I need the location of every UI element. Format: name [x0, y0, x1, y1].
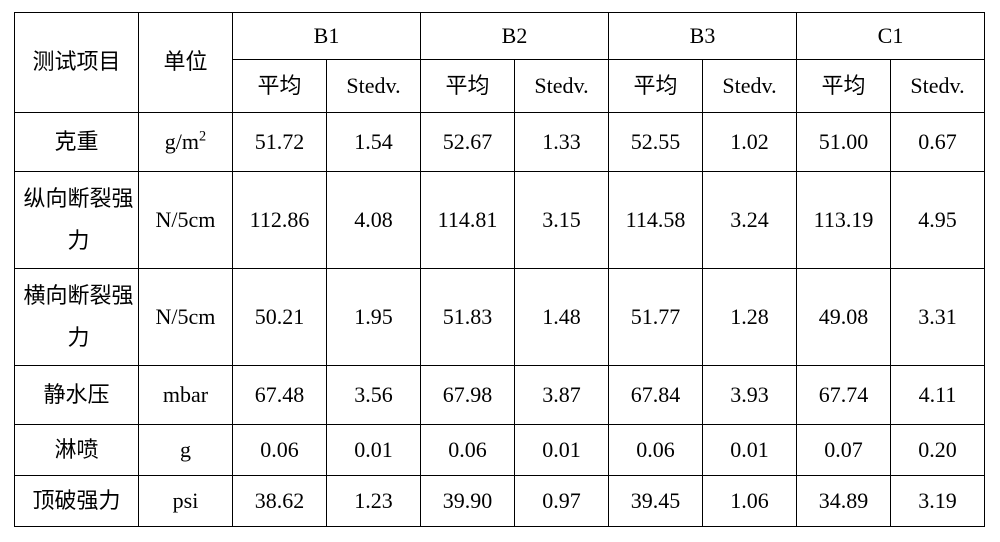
- header-sub-stedv: Stedv.: [327, 60, 421, 113]
- table-container: 测试项目 单位 B1 B2 B3 C1 平均 Stedv. 平均 Stedv. …: [0, 0, 1000, 539]
- cell-stedv: 1.48: [515, 269, 609, 366]
- header-group-b3: B3: [609, 13, 797, 60]
- cell-avg: 113.19: [797, 172, 891, 269]
- row-unit: N/5cm: [139, 172, 233, 269]
- cell-avg: 52.67: [421, 113, 515, 172]
- header-row-1: 测试项目 单位 B1 B2 B3 C1: [15, 13, 985, 60]
- row-unit: N/5cm: [139, 269, 233, 366]
- cell-stedv: 3.31: [891, 269, 985, 366]
- table-row: 静水压mbar67.483.5667.983.8767.843.9367.744…: [15, 366, 985, 425]
- row-label: 纵向断裂强力: [15, 172, 139, 269]
- cell-avg: 51.83: [421, 269, 515, 366]
- header-sub-stedv: Stedv.: [515, 60, 609, 113]
- row-label: 顶破强力: [15, 476, 139, 527]
- cell-stedv: 0.67: [891, 113, 985, 172]
- cell-avg: 39.45: [609, 476, 703, 527]
- cell-stedv: 0.01: [703, 425, 797, 476]
- table-body: 克重g/m251.721.5452.671.3352.551.0251.000.…: [15, 113, 985, 527]
- cell-avg: 51.00: [797, 113, 891, 172]
- cell-avg: 49.08: [797, 269, 891, 366]
- cell-stedv: 1.02: [703, 113, 797, 172]
- cell-stedv: 3.15: [515, 172, 609, 269]
- cell-stedv: 0.01: [515, 425, 609, 476]
- cell-avg: 0.06: [609, 425, 703, 476]
- cell-avg: 34.89: [797, 476, 891, 527]
- row-label: 克重: [15, 113, 139, 172]
- cell-avg: 67.84: [609, 366, 703, 425]
- row-label: 静水压: [15, 366, 139, 425]
- cell-stedv: 1.54: [327, 113, 421, 172]
- header-sub-stedv: Stedv.: [703, 60, 797, 113]
- cell-stedv: 3.56: [327, 366, 421, 425]
- header-sub-avg: 平均: [421, 60, 515, 113]
- cell-stedv: 1.33: [515, 113, 609, 172]
- cell-stedv: 4.95: [891, 172, 985, 269]
- cell-avg: 38.62: [233, 476, 327, 527]
- header-sub-avg: 平均: [609, 60, 703, 113]
- cell-stedv: 0.97: [515, 476, 609, 527]
- cell-stedv: 1.28: [703, 269, 797, 366]
- table-row: 顶破强力psi38.621.2339.900.9739.451.0634.893…: [15, 476, 985, 527]
- row-label: 淋喷: [15, 425, 139, 476]
- row-unit: psi: [139, 476, 233, 527]
- cell-stedv: 3.19: [891, 476, 985, 527]
- cell-avg: 0.06: [233, 425, 327, 476]
- row-unit: mbar: [139, 366, 233, 425]
- cell-stedv: 1.23: [327, 476, 421, 527]
- table-head: 测试项目 单位 B1 B2 B3 C1 平均 Stedv. 平均 Stedv. …: [15, 13, 985, 113]
- cell-avg: 51.72: [233, 113, 327, 172]
- data-table: 测试项目 单位 B1 B2 B3 C1 平均 Stedv. 平均 Stedv. …: [14, 12, 985, 527]
- cell-stedv: 3.87: [515, 366, 609, 425]
- cell-avg: 67.98: [421, 366, 515, 425]
- cell-stedv: 4.11: [891, 366, 985, 425]
- cell-stedv: 0.01: [327, 425, 421, 476]
- cell-stedv: 3.93: [703, 366, 797, 425]
- cell-avg: 52.55: [609, 113, 703, 172]
- cell-avg: 112.86: [233, 172, 327, 269]
- table-row: 克重g/m251.721.5452.671.3352.551.0251.000.…: [15, 113, 985, 172]
- cell-avg: 67.74: [797, 366, 891, 425]
- row-unit: g/m2: [139, 113, 233, 172]
- cell-stedv: 0.20: [891, 425, 985, 476]
- cell-avg: 0.06: [421, 425, 515, 476]
- cell-stedv: 4.08: [327, 172, 421, 269]
- header-sub-stedv: Stedv.: [891, 60, 985, 113]
- row-unit: g: [139, 425, 233, 476]
- cell-avg: 51.77: [609, 269, 703, 366]
- cell-avg: 50.21: [233, 269, 327, 366]
- header-group-c1: C1: [797, 13, 985, 60]
- cell-avg: 67.48: [233, 366, 327, 425]
- table-row: 横向断裂强力N/5cm50.211.9551.831.4851.771.2849…: [15, 269, 985, 366]
- cell-avg: 0.07: [797, 425, 891, 476]
- header-test-item: 测试项目: [15, 13, 139, 113]
- table-row: 纵向断裂强力N/5cm112.864.08114.813.15114.583.2…: [15, 172, 985, 269]
- cell-stedv: 1.06: [703, 476, 797, 527]
- header-sub-avg: 平均: [797, 60, 891, 113]
- header-group-b2: B2: [421, 13, 609, 60]
- header-sub-avg: 平均: [233, 60, 327, 113]
- row-label: 横向断裂强力: [15, 269, 139, 366]
- cell-stedv: 1.95: [327, 269, 421, 366]
- cell-stedv: 3.24: [703, 172, 797, 269]
- cell-avg: 39.90: [421, 476, 515, 527]
- table-row: 淋喷g0.060.010.060.010.060.010.070.20: [15, 425, 985, 476]
- header-group-b1: B1: [233, 13, 421, 60]
- cell-avg: 114.81: [421, 172, 515, 269]
- header-unit: 单位: [139, 13, 233, 113]
- cell-avg: 114.58: [609, 172, 703, 269]
